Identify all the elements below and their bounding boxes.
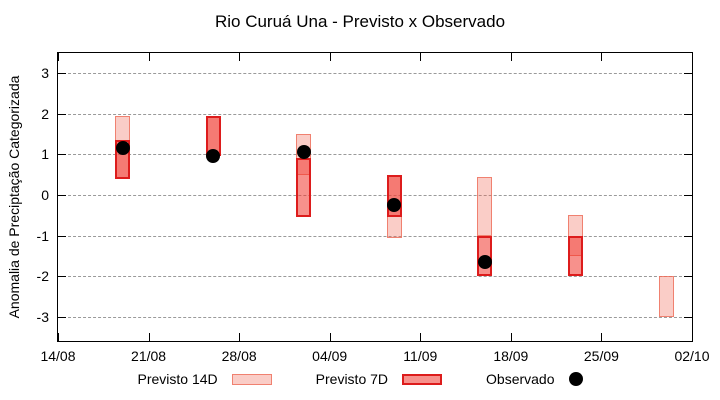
previsto-14d-swatch-icon <box>231 373 272 385</box>
x-tick <box>239 333 241 341</box>
x-tick-label: 28/08 <box>221 348 257 364</box>
forecast-14d-bar <box>477 176 493 236</box>
x-tick <box>510 53 512 61</box>
gridline <box>58 194 692 196</box>
y-tick <box>58 316 66 318</box>
x-tick <box>601 53 603 61</box>
x-tick-label: 18/09 <box>493 348 529 364</box>
x-tick-label: 11/09 <box>403 348 438 364</box>
y-tick-label: 0 <box>41 186 49 203</box>
observado-dot-icon <box>568 372 583 386</box>
x-tick <box>420 53 422 61</box>
legend-label-previsto-14d: Previsto 14D <box>137 371 218 387</box>
chart-title: Rio Curuá Una - Previsto x Observado <box>214 12 506 31</box>
y-tick-label: 2 <box>41 105 49 122</box>
gridline <box>58 113 692 115</box>
observed-point <box>387 198 402 213</box>
x-tick <box>420 333 422 341</box>
x-tick <box>692 53 693 61</box>
x-tick-label: 25/09 <box>583 348 619 364</box>
x-tick <box>58 333 59 341</box>
y-tick <box>684 73 692 75</box>
x-tick-label: 04/09 <box>312 348 348 364</box>
y-tick <box>684 154 692 156</box>
y-tick <box>58 73 66 75</box>
legend-label-previsto-7d: Previsto 7D <box>315 371 389 387</box>
y-tick-label: 1 <box>41 146 49 163</box>
x-tick <box>239 53 241 61</box>
y-tick <box>58 113 66 115</box>
observed-point <box>296 145 311 160</box>
y-tick <box>58 235 66 237</box>
x-tick <box>329 53 331 61</box>
x-tick <box>692 333 693 341</box>
x-tick <box>329 333 331 341</box>
x-tick <box>58 53 59 61</box>
gridline <box>58 316 692 318</box>
gridline <box>58 154 692 156</box>
y-tick <box>684 316 692 318</box>
gridline <box>58 73 692 75</box>
previsto-7d-swatch-icon <box>402 373 443 385</box>
y-tick <box>684 235 692 237</box>
x-tick-label: 02/10 <box>674 348 710 364</box>
legend-label-observado: Observado <box>486 371 555 387</box>
gridline <box>58 276 692 278</box>
y-tick <box>684 194 692 196</box>
x-tick <box>510 333 512 341</box>
y-tick-label: -2 <box>36 268 49 285</box>
observed-point <box>477 254 492 269</box>
y-tick <box>58 276 66 278</box>
x-tick-label: 21/08 <box>131 348 167 364</box>
gridline <box>58 235 692 237</box>
legend-item-previsto-7d: Previsto 7D <box>315 371 443 387</box>
x-tick <box>601 333 603 341</box>
forecast-7d-bar <box>296 158 312 218</box>
x-tick <box>148 53 150 61</box>
y-tick-label: 3 <box>41 65 49 82</box>
legend: Previsto 14D Previsto 7D Observado <box>0 366 720 392</box>
forecast-14d-bar <box>658 276 674 317</box>
x-tick-label: 14/08 <box>40 348 76 364</box>
y-tick-label: -3 <box>36 308 49 325</box>
observed-point <box>115 141 130 156</box>
plot-area: 3 2 1 0 -1 -2 -3 14/08 21/08 28/08 04/09 11/09 18/09… <box>37 52 710 364</box>
y-tick <box>684 113 692 115</box>
forecast-7d-bar <box>568 235 584 277</box>
x-tick <box>148 333 150 341</box>
observed-point <box>206 149 221 164</box>
legend-item-previsto-14d: Previsto 14D <box>138 371 272 387</box>
legend-item-observado: Observado <box>486 371 583 387</box>
y-tick <box>684 276 692 278</box>
y-tick-label: -1 <box>36 227 49 244</box>
y-tick <box>58 194 66 196</box>
y-tick <box>58 154 66 156</box>
